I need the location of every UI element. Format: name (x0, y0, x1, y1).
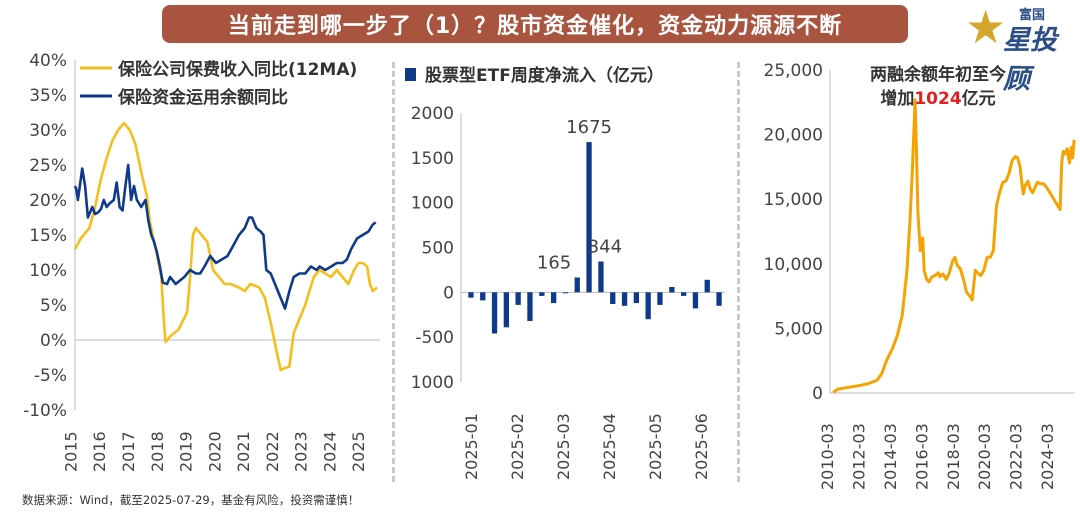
bar (527, 292, 533, 321)
bar (669, 287, 675, 293)
bar (468, 292, 474, 298)
x-tick-label: 2022 (263, 431, 282, 472)
y-tick-label: 35% (29, 86, 67, 106)
x-tick-label: 2025 (349, 431, 368, 472)
data-label: 344 (588, 236, 622, 257)
bar (491, 292, 498, 334)
y-tick-label: 15% (29, 226, 67, 246)
x-tick-label: 2021 (234, 431, 253, 472)
source-note: 数据来源：Wind，截至2025-07-29，基金有风险，投资需谨慎！ (22, 493, 360, 507)
y-tick-label: 10,000 (764, 255, 823, 275)
bar (574, 277, 580, 293)
bar (480, 292, 486, 301)
y-tick-label: 20% (29, 191, 67, 211)
legend-label-2: 保险资金运用余额同比 (117, 87, 288, 108)
bar (586, 142, 592, 293)
chart-title-line1: 两融余额年初至今 (870, 64, 1006, 85)
x-tick-label: 2018 (148, 431, 167, 472)
bar (562, 292, 569, 294)
y-tick-label: 0% (40, 331, 67, 351)
panel-divider-left (392, 62, 395, 482)
x-tick-label: 2020 (205, 431, 224, 472)
y-tick-label: 15,000 (764, 190, 823, 210)
y-tick-label: 25% (29, 156, 67, 176)
margin-balance-line (832, 98, 1076, 394)
bar (716, 292, 722, 306)
x-tick-label: 2024 (320, 431, 339, 472)
y-tick-label: 1000 (411, 373, 454, 393)
data-label: 165 (537, 253, 571, 274)
logo-small-text: 富国 (1019, 8, 1046, 23)
insurance-line-chart: 40% 35% 30% 25% 20% 15% 10% 5% 0% -5% -10% 2015 2016… (23, 51, 380, 472)
bar (657, 292, 663, 305)
etf-flow-bar-chart: 股票型ETF周度净流入（亿元） 2000 1500 1000 500 0 -500 1000 1… (405, 65, 725, 480)
y-tick-label: -10% (23, 401, 67, 421)
x-tick-label: 2018-03 (944, 423, 963, 490)
x-tick-label: 2016 (90, 431, 109, 472)
series-line-1 (73, 121, 378, 372)
x-tick-label: 2022-03 (1007, 423, 1026, 490)
y-tick-label: 0 (812, 384, 823, 404)
x-tick-label: 2010-03 (818, 423, 837, 490)
y-tick-label: 1500 (411, 149, 454, 169)
panel-divider-right (737, 62, 740, 482)
x-tick-label: 2025-02 (508, 413, 527, 480)
star-icon: ★ (965, 0, 1007, 54)
chart-title-line2: 增加1024亿元 (880, 88, 995, 109)
y-tick-label: 25,000 (764, 61, 823, 81)
x-tick-label: 2014-03 (881, 423, 900, 490)
x-tick-label: 2025-01 (462, 413, 481, 480)
bar (645, 292, 651, 320)
x-tick-label: 2012-03 (850, 423, 869, 490)
y-tick-label: 5% (40, 296, 67, 316)
legend-label-1: 保险公司保费收入同比(12MA) (117, 59, 357, 80)
bar (692, 292, 699, 309)
page-title: 当前走到哪一步了（1）？股市资金催化，资金动力源源不断 (227, 14, 843, 39)
x-tick-label: 2024-03 (1038, 423, 1057, 490)
y-tick-label: 20,000 (764, 126, 823, 146)
bar (551, 292, 557, 304)
bar (681, 292, 687, 296)
page-title-banner: 当前走到哪一步了（1）？股市资金催化，资金动力源源不断 (162, 5, 908, 43)
series-line-2 (73, 163, 377, 310)
bar (515, 292, 521, 305)
legend-swatch (405, 68, 416, 81)
x-tick-label: 2025-04 (600, 413, 619, 480)
x-tick-label: 2025-03 (554, 413, 573, 480)
title-post: 亿元 (962, 88, 996, 109)
bar (598, 261, 604, 293)
x-tick-label: 2025-05 (646, 413, 665, 480)
x-tick-label: 2020-03 (975, 423, 994, 490)
title-highlight-number: 1024 (914, 89, 961, 109)
bar (539, 292, 545, 296)
bar (621, 292, 628, 306)
brand-logo: ★ 富国 星投顾 (965, 0, 1075, 95)
bar (610, 292, 616, 304)
y-tick-label: 10% (29, 261, 67, 281)
y-tick-label: -500 (415, 328, 454, 348)
margin-balance-area-chart: 25,000 20,000 15,000 10,000 5,000 0 2010-03 201… (764, 61, 1076, 490)
x-tick-label: 2017 (119, 431, 138, 472)
y-tick-label: 0 (443, 283, 454, 303)
y-tick-label: 500 (422, 239, 454, 259)
y-tick-label: 5,000 (774, 319, 823, 339)
x-tick-label: 2019 (177, 431, 196, 472)
data-label: 1675 (566, 117, 612, 138)
y-tick-label: 1000 (411, 194, 454, 214)
x-tick-label: 2015 (61, 431, 80, 472)
y-tick-label: -5% (34, 366, 67, 386)
chart-title: 股票型ETF周度净流入（亿元） (425, 65, 664, 86)
bar (704, 279, 710, 293)
bar (503, 292, 509, 328)
y-tick-label: 2000 (411, 104, 454, 124)
x-tick-label: 2016-03 (912, 423, 931, 490)
logo-big-text: 星投顾 (1003, 25, 1057, 95)
y-tick-label: 40% (29, 51, 67, 71)
y-tick-label: 30% (29, 121, 67, 141)
title-pre: 增加 (880, 88, 914, 109)
x-tick-label: 2023 (292, 431, 311, 472)
x-tick-label: 2025-06 (692, 413, 711, 480)
bar (633, 292, 639, 304)
